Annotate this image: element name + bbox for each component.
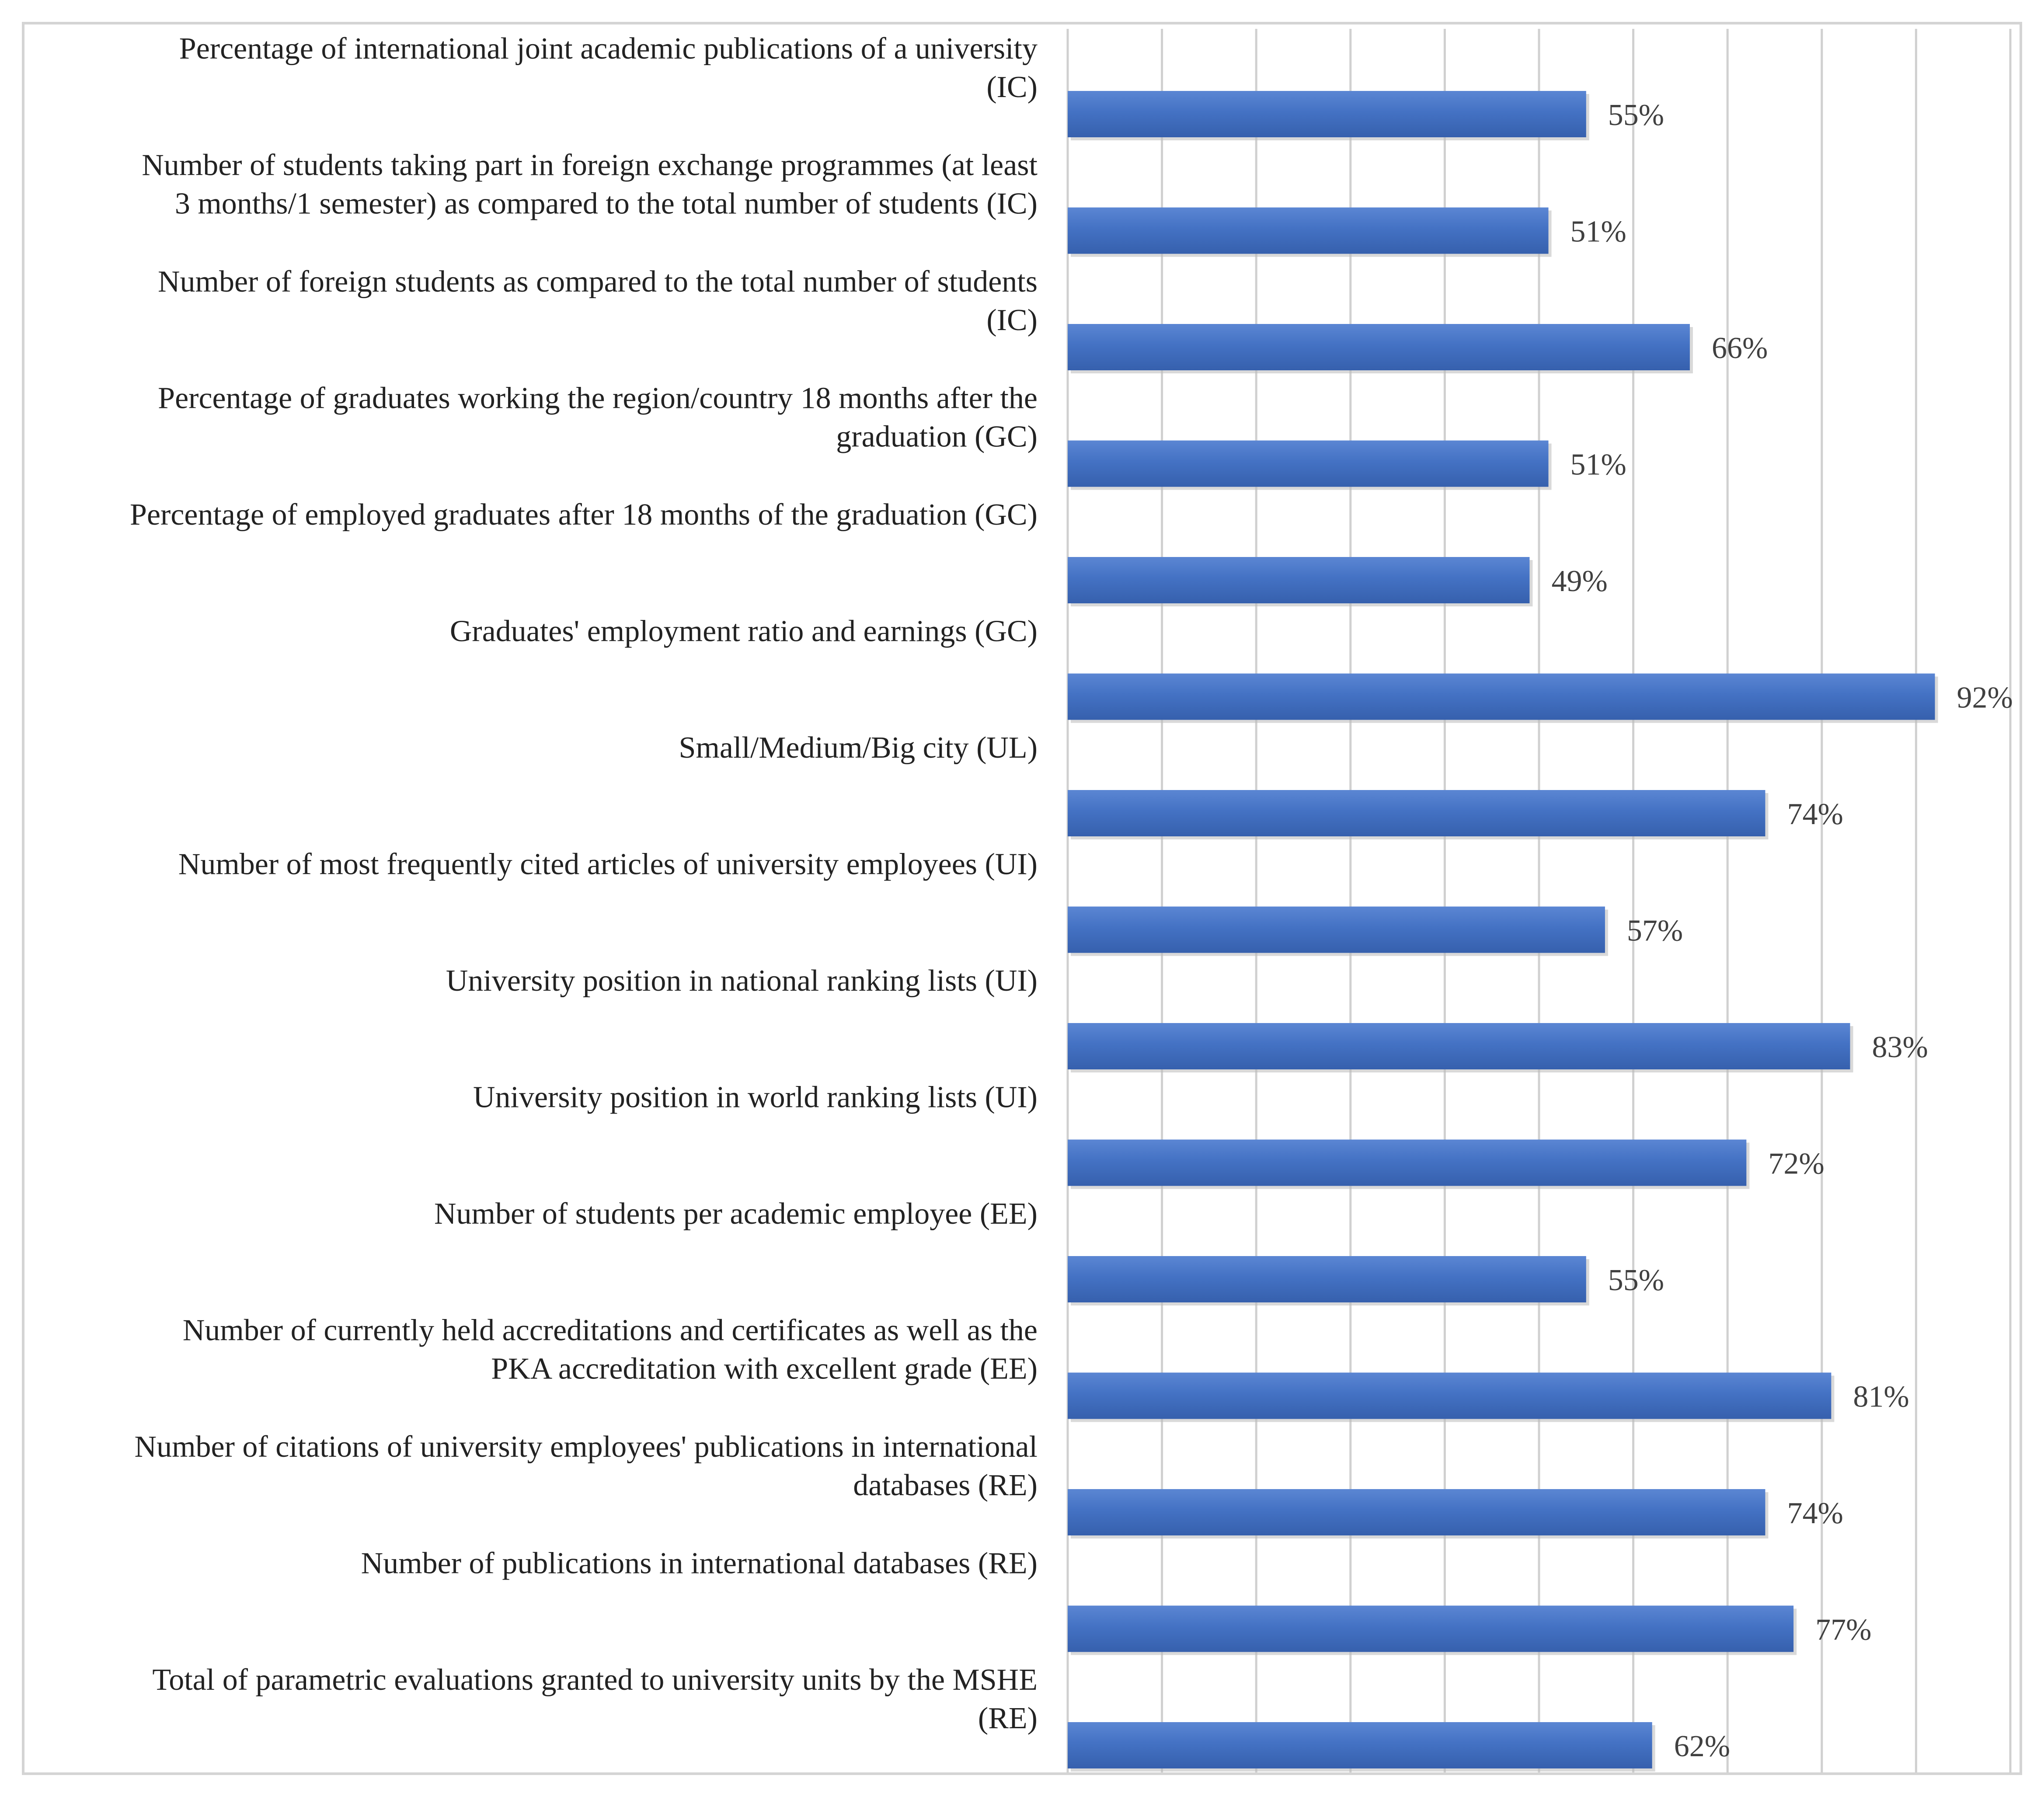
category-label: (IC) <box>986 70 1038 104</box>
category-label: University position in national ranking … <box>446 964 1038 998</box>
bar <box>1068 440 1549 487</box>
bar <box>1068 91 1586 137</box>
category-label: Number of publications in international … <box>361 1547 1038 1580</box>
category-label: University position in world ranking lis… <box>473 1081 1038 1114</box>
category-label: Percentage of graduates working the regi… <box>158 382 1038 415</box>
bar <box>1068 324 1690 370</box>
value-label: 92% <box>1957 681 2013 715</box>
category-label: Number of students taking part in foreig… <box>142 149 1038 182</box>
value-label: 62% <box>1674 1730 1730 1763</box>
category-label: databases (RE) <box>853 1469 1038 1502</box>
bar <box>1068 207 1549 254</box>
category-labels: Percentage of international joint academ… <box>130 32 1038 1735</box>
category-label: Number of currently held accreditations … <box>183 1314 1038 1347</box>
category-label: Small/Medium/Big city (UL) <box>679 731 1038 765</box>
category-label: Total of parametric evaluations granted … <box>152 1663 1038 1697</box>
value-label: 74% <box>1787 797 1843 831</box>
value-label: 49% <box>1551 564 1607 598</box>
bars <box>1068 91 1938 1772</box>
category-label: (IC) <box>986 303 1038 337</box>
value-label: 51% <box>1570 215 1626 249</box>
bar <box>1068 906 1605 953</box>
bar <box>1068 1139 1747 1186</box>
value-label: 66% <box>1712 331 1768 365</box>
category-label: graduation (GC) <box>836 420 1038 454</box>
category-label: Graduates' employment ratio and earnings… <box>450 615 1038 648</box>
category-label: Number of most frequently cited articles… <box>178 848 1038 881</box>
category-label: Number of foreign students as compared t… <box>158 265 1038 299</box>
value-label: 72% <box>1768 1147 1824 1181</box>
category-label: (RE) <box>978 1702 1038 1735</box>
gridlines <box>1066 29 2012 1772</box>
bar <box>1068 1605 1794 1652</box>
category-label: Number of students per academic employee… <box>434 1197 1038 1231</box>
category-label: Percentage of international joint academ… <box>179 32 1038 66</box>
category-label: 3 months/1 semester) as compared to the … <box>175 187 1038 221</box>
bar <box>1068 1256 1586 1302</box>
category-label: Number of citations of university employ… <box>135 1430 1038 1464</box>
bar <box>1068 1722 1652 1768</box>
chart-frame: Percentage of international joint academ… <box>22 22 2022 1775</box>
value-label: 51% <box>1570 448 1626 482</box>
value-label: 74% <box>1787 1497 1843 1530</box>
bar <box>1068 673 1935 720</box>
bar <box>1068 557 1530 603</box>
category-label: Percentage of employed graduates after 1… <box>130 498 1038 532</box>
value-label: 57% <box>1627 914 1683 948</box>
value-labels: 55% 51% 66% 51% 49% 92% 74% 57% 83% 72% 55% 81% 74% 7… <box>1551 98 2013 1763</box>
bar <box>1068 790 1765 836</box>
bar <box>1068 1023 1850 1069</box>
category-label: PKA accreditation with excellent grade (… <box>491 1352 1038 1386</box>
value-label: 81% <box>1853 1380 1909 1414</box>
value-label: 55% <box>1608 98 1664 132</box>
bar <box>1068 1372 1832 1419</box>
value-label: 77% <box>1815 1613 1871 1647</box>
value-label: 83% <box>1872 1030 1928 1064</box>
bar-chart: Percentage of international joint academ… <box>130 29 2013 1772</box>
bar <box>1068 1489 1765 1535</box>
value-label: 55% <box>1608 1263 1664 1297</box>
